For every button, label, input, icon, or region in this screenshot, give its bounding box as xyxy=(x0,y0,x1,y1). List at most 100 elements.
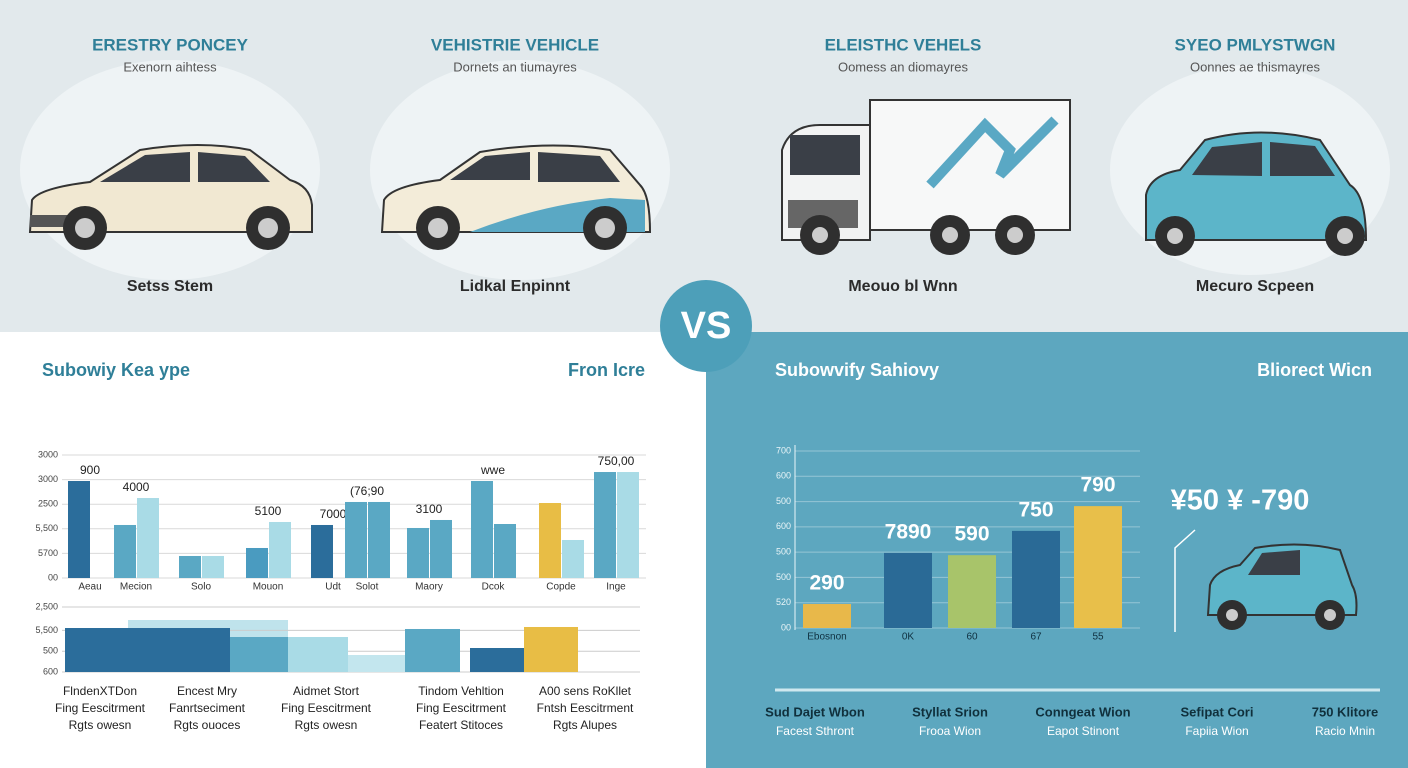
annotation: 4000 xyxy=(123,480,150,494)
vehicle-label: Mecuro Scpeen xyxy=(1196,278,1314,295)
bar xyxy=(539,503,561,578)
bar xyxy=(202,555,224,578)
x-tick-label: Dcok xyxy=(482,582,506,593)
right-heading: Subowvify Sahiovy xyxy=(775,360,939,380)
annotation: 590 xyxy=(954,523,989,546)
x-tick-label: Udt xyxy=(325,582,341,593)
y-tick-label: 3000 xyxy=(38,449,58,459)
note-line: Sefipat Cori xyxy=(1181,704,1254,719)
annotation: 750,00 xyxy=(598,454,635,468)
x-tick-label: Aeau xyxy=(78,582,101,593)
y-tick-label: 5,500 xyxy=(35,523,58,533)
note-line: Fanrtseciment xyxy=(169,701,246,715)
note-line: Rgts ouoces xyxy=(174,718,241,732)
note-line: Rgts Alupes xyxy=(553,718,617,732)
bar xyxy=(430,519,452,578)
y-tick-label: 00 xyxy=(48,572,58,582)
bar xyxy=(368,501,390,578)
bar xyxy=(884,552,932,628)
y-tick-label: 500 xyxy=(776,547,791,557)
y-tick-label: 500 xyxy=(776,572,791,582)
bar xyxy=(1074,506,1122,628)
annotation: 3100 xyxy=(416,502,443,516)
bar xyxy=(617,472,639,578)
annotation: 5100 xyxy=(255,504,282,518)
vehicle-subtitle: Oonnes ae thismayres xyxy=(1190,59,1321,74)
y-tick-label: 2,500 xyxy=(35,601,58,611)
vehicle-label: Meouo bl Wnn xyxy=(848,278,957,295)
vehicle-subtitle: Oomess an diomayres xyxy=(838,59,969,74)
note-line: Conngeat Wion xyxy=(1035,704,1130,719)
y-tick-label: 600 xyxy=(776,521,791,531)
hatchback-illustration xyxy=(380,144,652,250)
vehicle-title: ELEISTHC VEHELS xyxy=(825,35,982,54)
note-line: Fing Eescitrment xyxy=(281,701,372,715)
note-line: 750 Klitore xyxy=(1312,704,1378,719)
left-heading-right: Fron Icre xyxy=(568,360,645,380)
note-line: Racio Mnin xyxy=(1315,724,1375,738)
left-heading: Subowiy Kea ype xyxy=(42,360,190,380)
sedan-illustration xyxy=(28,144,313,250)
x-tick-label: Mecion xyxy=(120,582,152,593)
note-line: Sud Dajet Wbon xyxy=(765,704,865,719)
right-car-illustration xyxy=(1174,529,1358,632)
note-line: Featert Stitoces xyxy=(419,718,503,732)
y-tick-label: 520 xyxy=(776,597,791,607)
vehicle-title: SYEO PMLYSTWGN xyxy=(1175,35,1336,54)
bar xyxy=(348,654,405,672)
bar xyxy=(311,524,333,578)
x-tick-label: Maory xyxy=(415,582,443,593)
vehicle-label: Setss Stem xyxy=(127,278,213,295)
note-line: Fing Eescitrment xyxy=(416,701,507,715)
annotation: 7000 xyxy=(320,507,347,521)
bar xyxy=(948,555,996,628)
annotation: 790 xyxy=(1080,474,1115,497)
x-tick-label: 67 xyxy=(1030,632,1042,643)
bar xyxy=(246,547,268,578)
bar xyxy=(562,539,584,578)
y-tick-label: 500 xyxy=(43,646,58,656)
bar xyxy=(137,498,159,578)
y-tick-label: 3000 xyxy=(38,474,58,484)
vehicle-title: ERESTRY PONCEY xyxy=(92,35,249,54)
y-tick-label: 700 xyxy=(776,445,791,455)
note-line: Fapiia Wion xyxy=(1185,724,1248,738)
bar xyxy=(803,603,851,628)
bar xyxy=(230,637,288,672)
note-line: A00 sens RoKllet xyxy=(539,684,632,698)
x-tick-label: Solot xyxy=(356,582,379,593)
note-line: Rgts owesn xyxy=(69,718,132,732)
right-heading-right: Bliorect Wicn xyxy=(1257,360,1372,380)
annotation: 900 xyxy=(80,463,100,477)
bar xyxy=(524,626,578,672)
note-line: Tindom Vehltion xyxy=(418,684,504,698)
annotation: (76;90 xyxy=(350,484,384,498)
note-line: Facest Sthront xyxy=(776,724,855,738)
truck-illustration xyxy=(781,99,1071,255)
x-tick-label: Solo xyxy=(191,582,211,593)
annotation: wwe xyxy=(480,463,505,477)
bar xyxy=(494,524,516,578)
note-line: Rgts owesn xyxy=(295,718,358,732)
bar xyxy=(179,555,201,578)
note-line: FlndenXTDon xyxy=(63,684,137,698)
x-tick-label: Mouon xyxy=(253,582,284,593)
bar xyxy=(65,628,230,672)
bar xyxy=(470,648,524,672)
x-tick-label: 0K xyxy=(902,632,915,643)
bar xyxy=(407,527,429,578)
bar xyxy=(471,480,493,578)
bar xyxy=(1012,530,1060,628)
city-car-illustration xyxy=(1145,131,1368,256)
x-tick-label: Inge xyxy=(606,582,626,593)
vs-text: VS xyxy=(681,305,732,347)
bar xyxy=(68,480,90,578)
annotation: 750 xyxy=(1018,498,1053,521)
bar xyxy=(594,472,616,578)
bar xyxy=(114,524,136,578)
y-tick-label: 600 xyxy=(43,666,58,676)
x-tick-label: 55 xyxy=(1092,632,1104,643)
note-line: Encest Mry xyxy=(177,684,237,698)
